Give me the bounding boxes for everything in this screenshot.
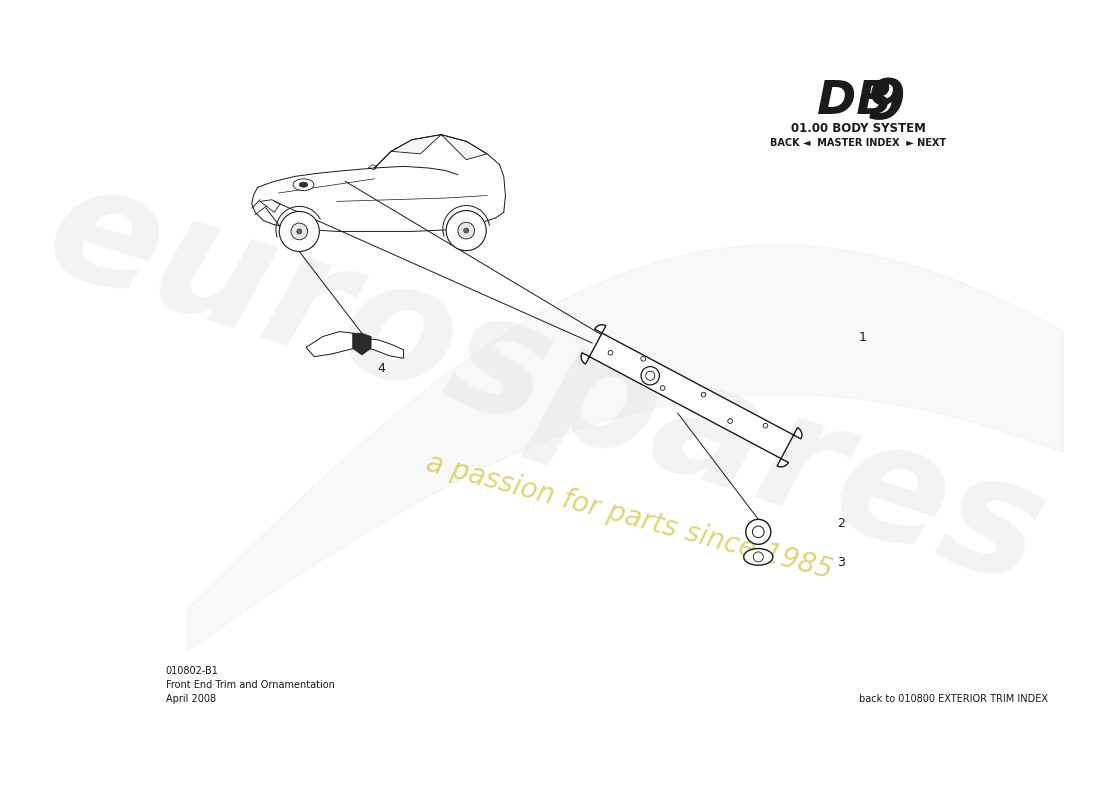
Circle shape [279, 211, 319, 251]
Ellipse shape [293, 179, 314, 190]
Polygon shape [581, 325, 802, 467]
Text: 1: 1 [858, 331, 867, 344]
Text: a passion for parts since 1985: a passion for parts since 1985 [422, 449, 835, 585]
Text: 010802-B1: 010802-B1 [166, 666, 219, 676]
Circle shape [746, 519, 771, 544]
Ellipse shape [299, 182, 308, 187]
Text: 3: 3 [837, 556, 846, 570]
Circle shape [701, 392, 706, 397]
Circle shape [752, 526, 764, 538]
Text: April 2008: April 2008 [166, 694, 216, 704]
Circle shape [297, 229, 301, 234]
Polygon shape [353, 334, 371, 355]
Text: DB: DB [816, 78, 892, 124]
Polygon shape [306, 331, 362, 357]
Text: back to 010800 EXTERIOR TRIM INDEX: back to 010800 EXTERIOR TRIM INDEX [859, 694, 1048, 704]
Circle shape [728, 418, 733, 423]
Circle shape [608, 350, 613, 355]
Circle shape [763, 423, 768, 428]
Circle shape [458, 222, 474, 239]
Text: 01.00 BODY SYSTEM: 01.00 BODY SYSTEM [791, 122, 926, 135]
Text: Front End Trim and Ornamentation: Front End Trim and Ornamentation [166, 680, 334, 690]
Circle shape [447, 210, 486, 250]
Circle shape [464, 228, 469, 233]
Ellipse shape [744, 549, 773, 566]
Circle shape [754, 552, 763, 562]
Text: 4: 4 [377, 362, 385, 374]
Text: eurospares: eurospares [29, 148, 1063, 619]
Circle shape [292, 223, 308, 240]
Text: BACK ◄  MASTER INDEX  ► NEXT: BACK ◄ MASTER INDEX ► NEXT [770, 138, 946, 148]
Text: 2: 2 [837, 517, 846, 530]
Circle shape [641, 357, 646, 361]
Polygon shape [392, 134, 441, 154]
Polygon shape [441, 134, 487, 160]
Circle shape [646, 371, 654, 380]
Text: 9: 9 [867, 76, 905, 130]
Polygon shape [362, 338, 404, 358]
Circle shape [660, 386, 664, 390]
Circle shape [641, 366, 659, 385]
